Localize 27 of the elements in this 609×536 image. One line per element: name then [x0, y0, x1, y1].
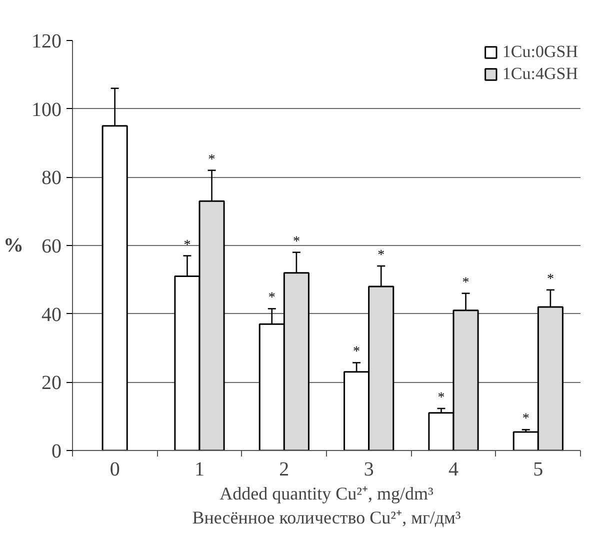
- annotation: *: [292, 234, 300, 250]
- x-tick-label: 5: [533, 458, 544, 480]
- y-tick-label: 60: [42, 236, 62, 258]
- annotation: *: [184, 238, 191, 253]
- legend-label: 1Cu:0GSH: [502, 42, 578, 62]
- y-tick-label: 0: [52, 440, 62, 462]
- y-tick-label: 40: [42, 304, 62, 326]
- y-axis-title: %: [4, 234, 24, 256]
- x-axis-title: Added quantity Cu²⁺, mg/dm³ Внесённое количество Cu²⁺, мг/дм³: [192, 484, 462, 528]
- annotation: *: [438, 390, 445, 406]
- x-tick-label: 0: [110, 458, 120, 480]
- y-tick-label: 20: [42, 372, 62, 394]
- annotation: *: [378, 248, 385, 263]
- x-tick-label: 2: [279, 458, 290, 480]
- x-tick-label: 3: [364, 458, 374, 480]
- y-tick-label: 120: [32, 30, 62, 52]
- x-tick-label: 4: [448, 458, 458, 480]
- y-tick-label: 80: [42, 167, 62, 190]
- x-tick-label: 1: [194, 458, 204, 480]
- y-tick-label: 100: [32, 98, 62, 121]
- annotation: *: [208, 152, 216, 168]
- annotation: *: [546, 272, 554, 287]
- annotation: *: [462, 275, 470, 290]
- annotation: *: [268, 290, 276, 306]
- annotation: *: [353, 344, 360, 360]
- annotation: *: [522, 412, 530, 427]
- legend-label: 1Cu:4GSH: [502, 64, 578, 84]
